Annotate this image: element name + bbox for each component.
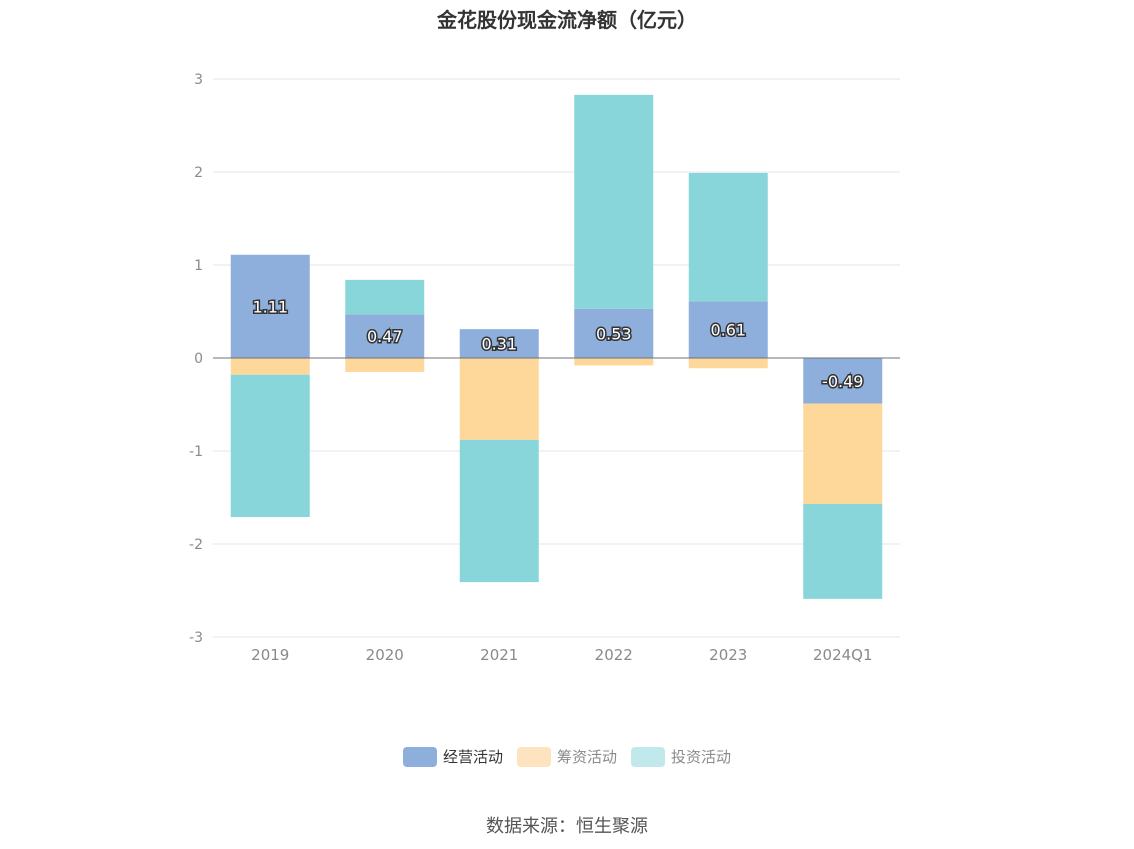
- y-tick-label: 3: [194, 72, 203, 88]
- data-label: -0.49: [822, 372, 863, 391]
- grid-layer: [213, 78, 900, 638]
- y-tick-label: -1: [189, 444, 203, 460]
- bar-1-1: [345, 358, 425, 372]
- stacked-bar-chart: 1.11 0.47 0.31 0.53 0.61 -0.49 3 2 1 0 -1 -2 -3 2019…: [189, 72, 900, 664]
- legend-item-operating[interactable]: 经营活动: [402, 746, 503, 767]
- bar-1-0: [230, 358, 310, 375]
- legend-label-operating: 经营活动: [442, 748, 503, 766]
- bar-0-2: [459, 329, 539, 358]
- legend-swatch-investing: [631, 746, 665, 767]
- y-tick-label: 1: [194, 258, 203, 274]
- legend-swatch-operating: [402, 746, 437, 767]
- x-tick-label: 2023: [709, 646, 747, 664]
- data-label: 0.61: [710, 321, 746, 340]
- x-tick-label: 2022: [595, 646, 633, 664]
- data-label: 0.47: [367, 327, 403, 346]
- legend-item-investing[interactable]: 投资活动: [631, 746, 731, 767]
- bar-layer: [230, 94, 883, 599]
- bar-0-5: [803, 358, 883, 404]
- legend-label-investing: 投资活动: [671, 748, 732, 766]
- bar-2-1: [345, 279, 425, 315]
- axis-layer: 3 2 1 0 -1 -2 -3 2019 2020 2021 2022 2023 2024Q1: [189, 72, 900, 664]
- bar-0-1: [345, 314, 425, 358]
- data-label: 0.31: [481, 335, 517, 354]
- legend-label-financing: 筹资活动: [556, 748, 617, 766]
- bar-0-3: [574, 308, 654, 358]
- bar-1-2: [459, 358, 539, 440]
- x-tick-label: 2024Q1: [813, 646, 873, 664]
- label-layer: 1.11 0.47 0.31 0.53 0.61 -0.49: [251, 296, 865, 392]
- x-tick-label: 2019: [251, 646, 289, 664]
- bar-1-3: [574, 358, 654, 366]
- y-tick-label: 2: [194, 165, 203, 181]
- x-tick-label: 2021: [480, 646, 518, 664]
- y-tick-label: -2: [189, 537, 203, 553]
- bar-1-5: [803, 403, 883, 505]
- x-tick-label: 2020: [366, 646, 404, 664]
- bar-2-2: [459, 439, 539, 583]
- bar-2-0: [230, 374, 310, 518]
- bar-0-0: [230, 254, 310, 358]
- legend-item-financing[interactable]: 筹资活动: [516, 746, 617, 767]
- legend-swatch-financing: [516, 746, 551, 767]
- bar-0-4: [688, 301, 768, 358]
- bar-2-3: [574, 94, 654, 309]
- bar-2-5: [803, 504, 883, 599]
- bar-2-4: [688, 172, 768, 302]
- y-tick-label: 0: [194, 351, 203, 367]
- y-tick-label: -3: [189, 630, 203, 646]
- data-label: 1.11: [252, 297, 288, 316]
- legend: 经营活动 筹资活动 投资活动: [0, 746, 1134, 767]
- bar-1-4: [688, 358, 768, 369]
- data-source: 数据来源：恒生聚源: [486, 816, 648, 837]
- chart-title: 金花股份现金流净额（亿元）: [437, 8, 697, 32]
- data-label: 0.53: [596, 324, 632, 343]
